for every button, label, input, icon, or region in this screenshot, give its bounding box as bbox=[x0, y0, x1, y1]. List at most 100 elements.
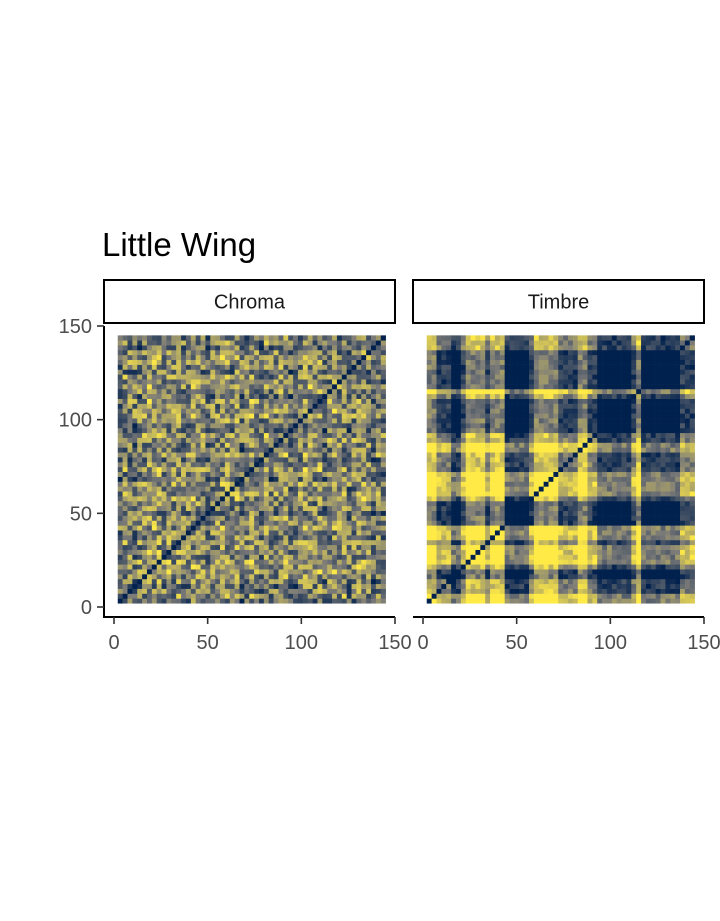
heatmap-cell bbox=[375, 388, 382, 395]
heatmap-cell bbox=[259, 564, 265, 570]
heatmap-cell bbox=[548, 466, 554, 473]
heatmap-cell bbox=[283, 574, 289, 580]
heatmap-cell bbox=[254, 442, 260, 448]
heatmap-cell bbox=[205, 452, 211, 458]
heatmap-cell bbox=[317, 496, 323, 502]
heatmap-cell bbox=[312, 496, 318, 502]
heatmap-cell bbox=[582, 481, 588, 487]
heatmap-cell bbox=[470, 349, 476, 356]
heatmap-cell bbox=[185, 335, 192, 341]
heatmap-cell bbox=[239, 384, 245, 390]
heatmap-cell bbox=[451, 437, 457, 443]
heatmap-cell bbox=[563, 510, 569, 516]
heatmap-cell bbox=[132, 452, 138, 458]
heatmap-cell bbox=[268, 379, 274, 385]
heatmap-cell bbox=[426, 544, 432, 550]
heatmap-cell bbox=[572, 578, 579, 585]
heatmap-cell bbox=[254, 349, 260, 356]
heatmap-cell bbox=[558, 535, 564, 541]
heatmap-cell bbox=[127, 554, 133, 560]
heatmap-cell bbox=[533, 471, 540, 477]
heatmap-cell bbox=[441, 554, 447, 560]
heatmap-cell bbox=[215, 544, 221, 550]
heatmap-cell bbox=[451, 398, 457, 404]
heatmap-cell bbox=[455, 598, 462, 604]
heatmap-cell bbox=[312, 418, 318, 424]
heatmap-cell bbox=[514, 515, 520, 521]
heatmap-cell bbox=[185, 486, 192, 492]
heatmap-cell bbox=[371, 340, 377, 346]
heatmap-cell bbox=[181, 369, 187, 375]
heatmap-cell bbox=[146, 408, 153, 414]
heatmap-cell bbox=[190, 588, 196, 594]
heatmap-cell bbox=[514, 442, 520, 448]
heatmap-cell bbox=[346, 554, 352, 560]
heatmap-cell bbox=[171, 437, 177, 443]
heatmap-cell bbox=[317, 447, 323, 453]
heatmap-cell bbox=[336, 359, 343, 365]
heatmap-cell bbox=[431, 500, 437, 507]
heatmap-cell bbox=[366, 437, 372, 443]
heatmap-cell bbox=[195, 335, 201, 341]
heatmap-cell bbox=[592, 393, 598, 399]
heatmap-cell bbox=[268, 413, 274, 419]
heatmap-cell bbox=[446, 486, 452, 492]
heatmap-cell bbox=[375, 437, 382, 443]
heatmap-cell bbox=[375, 340, 382, 346]
heatmap-cell bbox=[341, 486, 347, 492]
heatmap-cell bbox=[341, 345, 347, 351]
heatmap-cell bbox=[142, 447, 148, 453]
heatmap-cell bbox=[161, 364, 167, 370]
heatmap-cell bbox=[341, 384, 347, 390]
heatmap-cell bbox=[371, 418, 377, 424]
heatmap-cell bbox=[441, 471, 447, 477]
heatmap-cell bbox=[176, 335, 182, 341]
heatmap-cell bbox=[592, 462, 598, 468]
heatmap-cell bbox=[322, 442, 328, 448]
heatmap-cell bbox=[332, 578, 338, 585]
heatmap-cell bbox=[317, 515, 323, 521]
heatmap-cell bbox=[533, 593, 540, 599]
heatmap-cell bbox=[234, 564, 240, 570]
heatmap-cell bbox=[509, 384, 515, 390]
heatmap-cell bbox=[361, 593, 367, 599]
heatmap-cell bbox=[200, 564, 206, 570]
heatmap-cell bbox=[455, 588, 462, 594]
heatmap-cell bbox=[548, 359, 554, 365]
heatmap-cell bbox=[371, 578, 377, 585]
heatmap-cell bbox=[341, 457, 347, 463]
heatmap-cell bbox=[451, 335, 457, 341]
heatmap-cell bbox=[470, 525, 476, 531]
heatmap-cell bbox=[307, 505, 313, 512]
heatmap-cell bbox=[293, 418, 299, 424]
heatmap-cell bbox=[263, 403, 270, 409]
heatmap-cell bbox=[302, 525, 308, 531]
heatmap-cell bbox=[171, 486, 177, 492]
heatmap-cell bbox=[371, 530, 377, 536]
heatmap-cell bbox=[543, 427, 549, 434]
heatmap-cell bbox=[470, 340, 476, 346]
heatmap-cell bbox=[327, 486, 333, 492]
heatmap-cell bbox=[455, 574, 462, 580]
heatmap-cell bbox=[426, 432, 432, 438]
heatmap-cell bbox=[288, 452, 294, 458]
heatmap-cell bbox=[249, 354, 255, 361]
heatmap-cell bbox=[426, 413, 432, 419]
heatmap-cell bbox=[351, 471, 357, 477]
heatmap-cell bbox=[582, 427, 588, 434]
heatmap-cell bbox=[490, 437, 496, 443]
heatmap-cell bbox=[568, 491, 574, 497]
heatmap-cell bbox=[327, 466, 333, 473]
heatmap-cell bbox=[568, 349, 574, 356]
heatmap-cell bbox=[380, 510, 386, 516]
heatmap-cell bbox=[312, 515, 318, 521]
heatmap-cell bbox=[307, 559, 313, 565]
heatmap-cell bbox=[200, 588, 206, 594]
heatmap-cell bbox=[351, 345, 357, 351]
heatmap-cell bbox=[475, 491, 481, 497]
heatmap-cell bbox=[171, 379, 177, 385]
heatmap-cell bbox=[117, 598, 123, 604]
heatmap-cell bbox=[195, 462, 201, 468]
heatmap-cell bbox=[441, 505, 447, 512]
heatmap-cell bbox=[558, 388, 564, 395]
